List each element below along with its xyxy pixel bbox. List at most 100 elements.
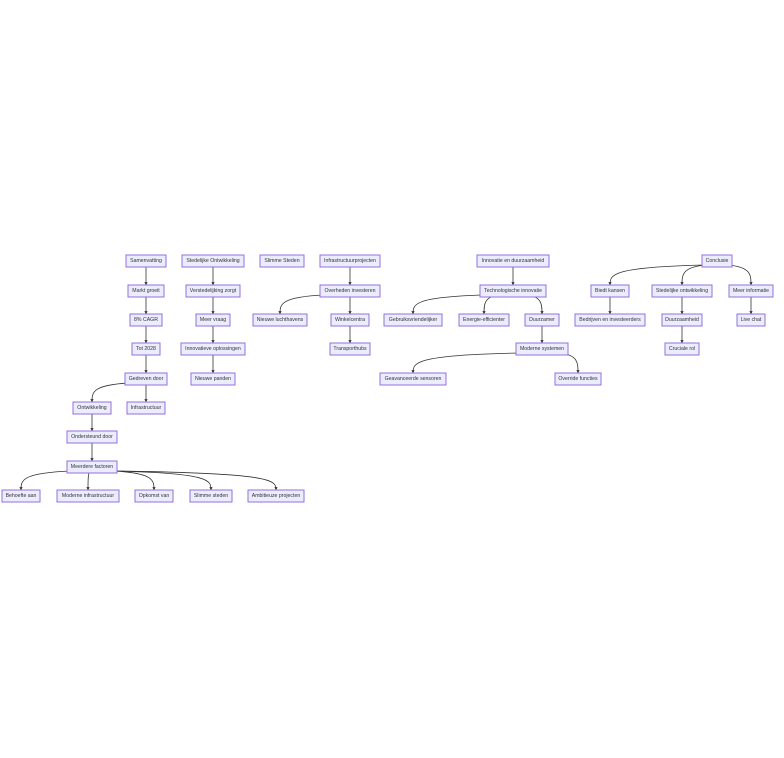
node-label: Moderne infrastructuur [62, 493, 114, 499]
node-label: Samenvatting [130, 258, 162, 264]
node-geavanceerde-sensoren: Geavanceerde sensoren [379, 372, 447, 386]
node-box [181, 254, 245, 268]
node-label: Cruciale rol [669, 346, 695, 352]
node-ontwikkeling: Ontwikkeling [72, 401, 112, 415]
node-duurzaamheid: Duurzaamheid [661, 313, 703, 327]
node-box [1, 489, 41, 503]
node-label: Stedelijke Ontwikkeling [186, 258, 239, 264]
node-label: Winkelcentra [335, 317, 365, 323]
node-infrastructuurprojecten: Infrastructuurprojecten [319, 254, 381, 268]
node-box [651, 284, 713, 298]
node-moderne-systemen: Moderne systemen [515, 342, 569, 356]
node-nieuwe-luchthavens: Nieuwe luchthavens [252, 313, 308, 327]
node-box [180, 342, 246, 356]
node-label: Infrastructuurprojecten [324, 258, 376, 264]
node-label: Duurzamer [529, 317, 555, 323]
edge-n34-n40 [727, 264, 753, 286]
edge-n27-n30 [527, 294, 544, 315]
node-innovatieve-oplossingen: Innovatieve oplossingen [180, 342, 246, 356]
node-box [129, 313, 163, 327]
node-meer-informatie: Meer informatie [728, 284, 774, 298]
node-label: Overheden investeren [324, 288, 375, 294]
edge-n5-n6 [90, 382, 130, 403]
node-stedelijke-ontwikkeling: Stedelijke Ontwikkeling [181, 254, 245, 268]
node-label: Behoefte aan [6, 493, 37, 499]
edge-n34-n35 [608, 264, 707, 286]
node-box [66, 430, 118, 444]
node-box [319, 254, 381, 268]
node-stedelijke-ontwikkeling: Stedelijke ontwikkeling [651, 284, 713, 298]
node-box [383, 313, 443, 327]
node-energie-efficienter: Energie-efficienter [458, 313, 510, 327]
node-label: Meer informatie [733, 288, 769, 294]
node-box [127, 284, 165, 298]
edge-n27-n29 [482, 294, 499, 315]
node-box [515, 342, 569, 356]
node-bedrijven-en-investeerders: Bedrijven en investeerders [574, 313, 646, 327]
node-transporthubs: Transporthubs [329, 342, 371, 356]
node-box [185, 284, 241, 298]
node-box [190, 372, 236, 386]
node-box [124, 372, 168, 386]
node-box [66, 460, 118, 474]
node-duurzamer: Duurzamer [524, 313, 560, 327]
node-box [524, 313, 560, 327]
node-label: Meer vraag [200, 317, 226, 323]
node-box [479, 284, 547, 298]
node-box [476, 254, 550, 268]
node-label: Slimme steden [194, 493, 228, 499]
node-markt-groeit: Markt groeit [127, 284, 165, 298]
node-label: 8% CAGR [134, 317, 158, 323]
node-label: Conclusie [706, 258, 729, 264]
node-gebruiksvriendelijker: Gebruiksvriendelijker [383, 313, 443, 327]
node-verstedelijking-zorgt: Verstedelijking zorgt [185, 284, 241, 298]
node-overheden-investeren: Overheden investeren [319, 284, 381, 298]
node-live-chat: Live chat [736, 313, 766, 327]
node-label: Opkomst van [139, 493, 170, 499]
node-box [131, 342, 161, 356]
edge-n22-n23 [278, 294, 325, 315]
node-nieuwe-panden: Nieuwe panden [190, 372, 236, 386]
node-label: Transporthubs [333, 346, 367, 352]
node-box [319, 284, 381, 298]
node-box [126, 401, 166, 415]
node-samenvatting: Samenvatting [125, 254, 167, 268]
node-conclusie: Conclusie [701, 254, 733, 268]
node-box [195, 313, 231, 327]
node-box [189, 489, 233, 503]
node-box [252, 313, 308, 327]
edge-n27-n28 [411, 294, 485, 315]
node-label: Duurzaamheid [665, 317, 699, 323]
node-innovatie-en-duurzaamheid: Innovatie en duurzaamheid [476, 254, 550, 268]
node-label: Innovatie en duurzaamheid [482, 258, 545, 264]
node-label: Stedelijke ontwikkeling [656, 288, 708, 294]
node-label: Ontwikkeling [77, 405, 107, 411]
node-ambitieuze-projecten: Ambitieuze projecten [247, 489, 305, 503]
node-label: Geavanceerde sensoren [385, 376, 442, 382]
node-override-functies: Override functies [554, 372, 602, 386]
edge-n9-n11 [86, 470, 91, 491]
node-label: Tot 2028 [136, 346, 156, 352]
node-behoefte-aan: Behoefte aan [1, 489, 41, 503]
node-box [736, 313, 766, 327]
node-tot-2028: Tot 2028 [131, 342, 161, 356]
node-opkomst-van: Opkomst van [134, 489, 174, 503]
edge-n31-n33 [559, 352, 580, 374]
node-box [379, 372, 447, 386]
node-label: Nieuwe luchthavens [257, 317, 304, 323]
node-box [56, 489, 120, 503]
node-meer-vraag: Meer vraag [195, 313, 231, 327]
edge-n9-n13 [112, 470, 213, 491]
node-label: Technologische innovatie [484, 288, 542, 294]
node-label: Ondersteund door [71, 434, 113, 440]
node-label: Bedrijven en investeerders [579, 317, 641, 323]
node-ondersteund-door: Ondersteund door [66, 430, 118, 444]
node-box [458, 313, 510, 327]
node-box [247, 489, 305, 503]
node-label: Gedreven door [129, 376, 164, 382]
node-slimme-steden: Slimme Steden [259, 254, 305, 268]
node-biedt-kansen: Biedt kansen [590, 284, 630, 298]
node-label: Meerdere factoren [71, 464, 114, 470]
node-label: Markt groeit [132, 288, 160, 294]
node-label: Biedt kansen [595, 288, 625, 294]
